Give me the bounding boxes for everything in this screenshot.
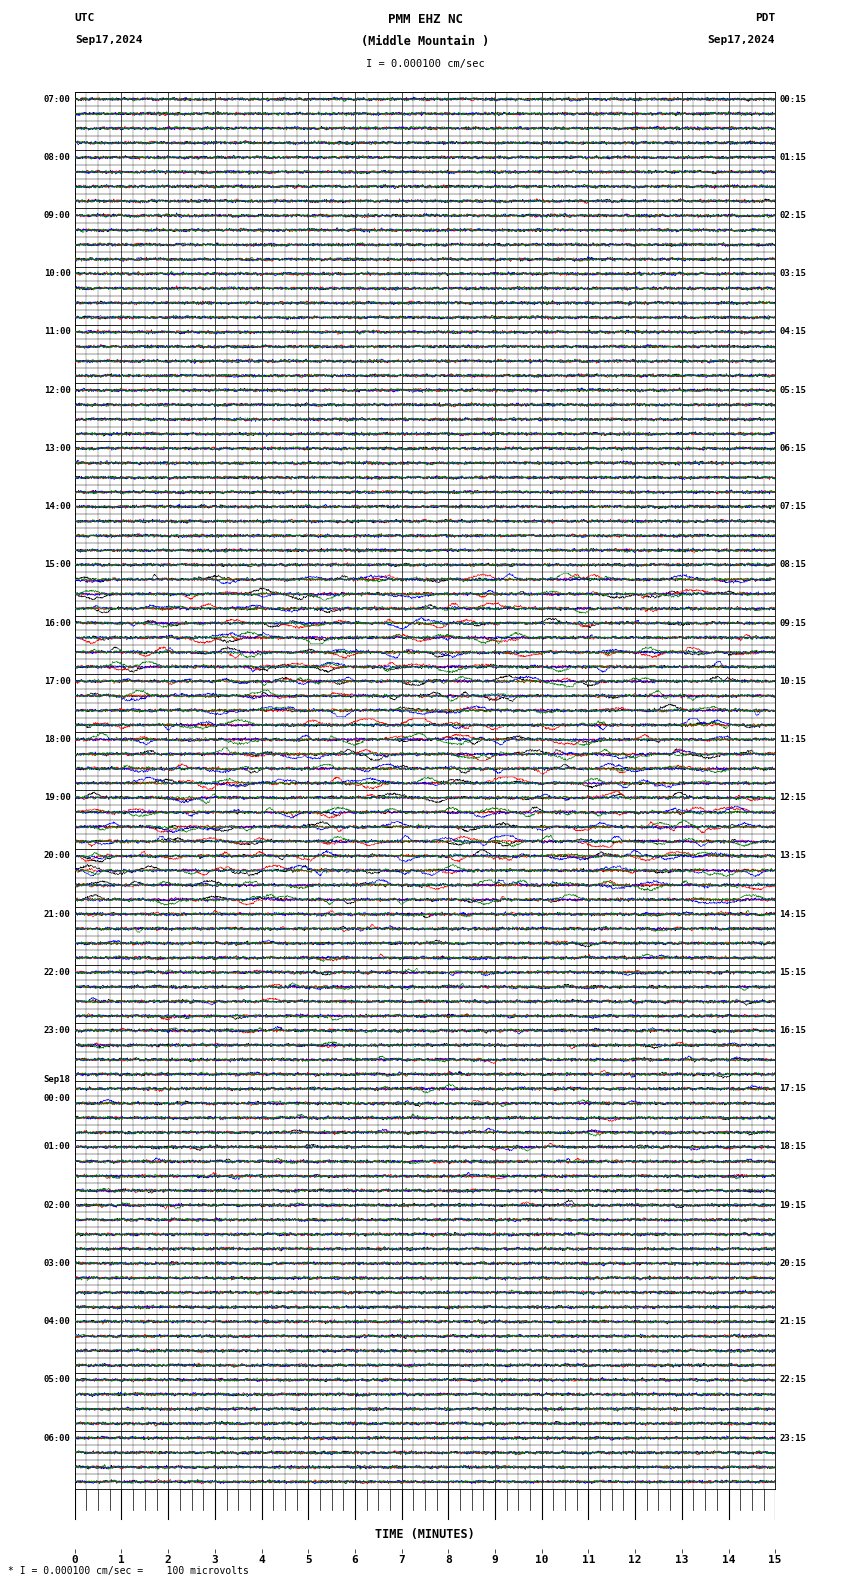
Text: 16:00: 16:00: [43, 619, 71, 627]
Text: 00:15: 00:15: [779, 95, 807, 103]
Text: 13:00: 13:00: [43, 444, 71, 453]
Text: 18:15: 18:15: [779, 1142, 807, 1152]
Text: 14:15: 14:15: [779, 909, 807, 919]
Text: 14:00: 14:00: [43, 502, 71, 512]
Text: 07:15: 07:15: [779, 502, 807, 512]
Text: PMM EHZ NC: PMM EHZ NC: [388, 13, 462, 25]
Text: * I = 0.000100 cm/sec =    100 microvolts: * I = 0.000100 cm/sec = 100 microvolts: [8, 1567, 249, 1576]
Text: 13:15: 13:15: [779, 852, 807, 860]
Text: 12:15: 12:15: [779, 794, 807, 802]
Text: 06:15: 06:15: [779, 444, 807, 453]
Text: 02:00: 02:00: [43, 1201, 71, 1210]
Text: 09:00: 09:00: [43, 211, 71, 220]
Text: Sep17,2024: Sep17,2024: [75, 35, 142, 44]
Text: 08:00: 08:00: [43, 154, 71, 162]
Text: 21:00: 21:00: [43, 909, 71, 919]
Text: 16:15: 16:15: [779, 1026, 807, 1034]
Text: 01:00: 01:00: [43, 1142, 71, 1152]
Text: (Middle Mountain ): (Middle Mountain ): [361, 35, 489, 48]
Text: UTC: UTC: [75, 13, 95, 22]
Text: Sep17,2024: Sep17,2024: [708, 35, 775, 44]
Text: 02:15: 02:15: [779, 211, 807, 220]
Text: PDT: PDT: [755, 13, 775, 22]
Text: 23:15: 23:15: [779, 1434, 807, 1443]
Text: 10:00: 10:00: [43, 269, 71, 279]
Text: 15:00: 15:00: [43, 561, 71, 569]
Text: 23:00: 23:00: [43, 1026, 71, 1034]
Text: 20:00: 20:00: [43, 852, 71, 860]
Text: 22:15: 22:15: [779, 1375, 807, 1384]
Text: 04:15: 04:15: [779, 328, 807, 336]
Text: 22:00: 22:00: [43, 968, 71, 977]
Text: TIME (MINUTES): TIME (MINUTES): [375, 1527, 475, 1541]
Text: 11:00: 11:00: [43, 328, 71, 336]
Text: 09:15: 09:15: [779, 619, 807, 627]
Text: 04:00: 04:00: [43, 1318, 71, 1326]
Text: 17:00: 17:00: [43, 676, 71, 686]
Text: 05:15: 05:15: [779, 386, 807, 394]
Text: 18:00: 18:00: [43, 735, 71, 744]
Text: 00:00: 00:00: [43, 1093, 71, 1102]
Text: 17:15: 17:15: [779, 1085, 807, 1093]
Text: 20:15: 20:15: [779, 1259, 807, 1267]
Text: 06:00: 06:00: [43, 1434, 71, 1443]
Text: 15:15: 15:15: [779, 968, 807, 977]
Text: 19:15: 19:15: [779, 1201, 807, 1210]
Text: 03:15: 03:15: [779, 269, 807, 279]
Text: 21:15: 21:15: [779, 1318, 807, 1326]
Text: 05:00: 05:00: [43, 1375, 71, 1384]
Text: 01:15: 01:15: [779, 154, 807, 162]
Text: 08:15: 08:15: [779, 561, 807, 569]
Text: 10:15: 10:15: [779, 676, 807, 686]
Text: 19:00: 19:00: [43, 794, 71, 802]
Text: 03:00: 03:00: [43, 1259, 71, 1267]
Text: I = 0.000100 cm/sec: I = 0.000100 cm/sec: [366, 59, 484, 68]
Text: 11:15: 11:15: [779, 735, 807, 744]
Text: 12:00: 12:00: [43, 386, 71, 394]
Text: 07:00: 07:00: [43, 95, 71, 103]
Text: Sep18: Sep18: [43, 1076, 71, 1083]
